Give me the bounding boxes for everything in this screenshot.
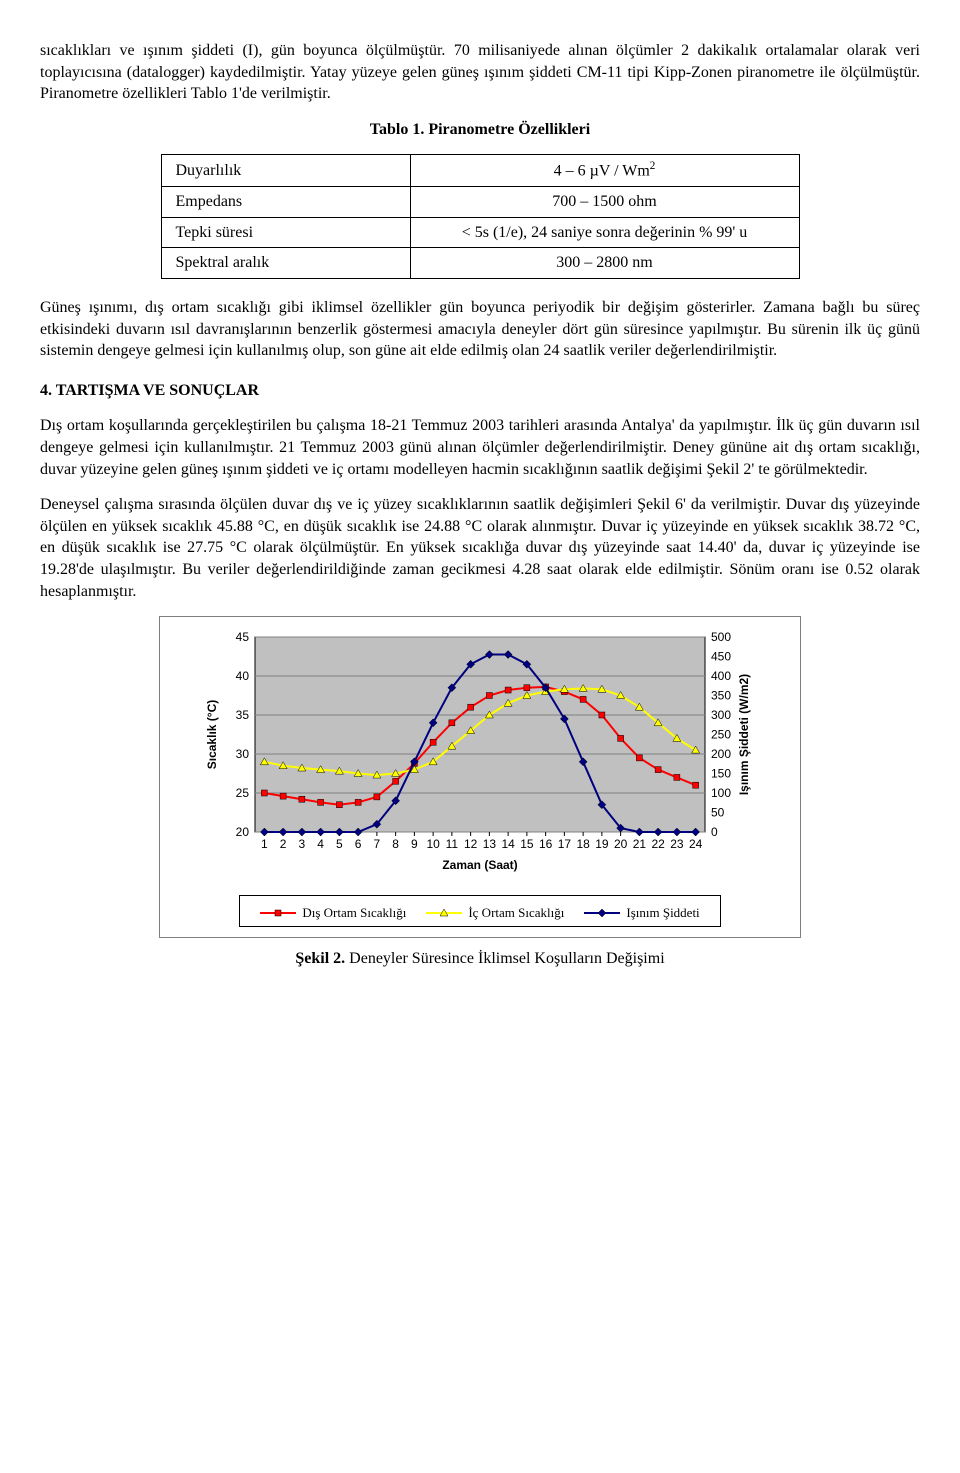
svg-text:19: 19 bbox=[595, 837, 609, 851]
svg-text:9: 9 bbox=[411, 837, 418, 851]
table-caption: Tablo 1. Piranometre Özellikleri bbox=[40, 119, 920, 141]
svg-text:7: 7 bbox=[374, 837, 381, 851]
legend-item: Işınım Şiddeti bbox=[584, 904, 699, 922]
section-heading: 4. TARTIŞMA VE SONUÇLAR bbox=[40, 380, 920, 402]
svg-text:Sıcaklık (°C): Sıcaklık (°C) bbox=[205, 700, 219, 770]
paragraph-2: Güneş ışınımı, dış ortam sıcaklığı gibi … bbox=[40, 297, 920, 362]
svg-text:450: 450 bbox=[711, 650, 731, 664]
svg-text:250: 250 bbox=[711, 728, 731, 742]
svg-text:13: 13 bbox=[483, 837, 497, 851]
svg-text:12: 12 bbox=[464, 837, 478, 851]
svg-text:10: 10 bbox=[426, 837, 440, 851]
legend-label: İç Ortam Sıcaklığı bbox=[468, 904, 564, 922]
svg-text:14: 14 bbox=[501, 837, 515, 851]
svg-text:Işınım Şiddeti (W/m2): Işınım Şiddeti (W/m2) bbox=[737, 674, 751, 795]
svg-text:11: 11 bbox=[446, 837, 459, 851]
svg-text:5: 5 bbox=[336, 837, 343, 851]
legend-item: İç Ortam Sıcaklığı bbox=[426, 904, 564, 922]
figure-caption-label: Şekil 2. bbox=[295, 950, 345, 967]
svg-text:1: 1 bbox=[261, 837, 268, 851]
svg-text:100: 100 bbox=[711, 786, 731, 800]
table-row-label: Spektral aralık bbox=[161, 248, 410, 279]
svg-text:8: 8 bbox=[392, 837, 399, 851]
svg-text:50: 50 bbox=[711, 806, 725, 820]
chart-container: 2025303540450501001502002503003504004505… bbox=[159, 616, 801, 938]
table-row-label: Tepki süresi bbox=[161, 217, 410, 248]
svg-text:40: 40 bbox=[236, 669, 250, 683]
svg-text:23: 23 bbox=[670, 837, 684, 851]
paragraph-3: Dış ortam koşullarında gerçekleştirilen … bbox=[40, 415, 920, 480]
table-row-value: 300 – 2800 nm bbox=[410, 248, 799, 279]
svg-text:3: 3 bbox=[299, 837, 306, 851]
svg-text:0: 0 bbox=[711, 825, 718, 839]
svg-text:21: 21 bbox=[633, 837, 647, 851]
legend-item: Dış Ortam Sıcaklığı bbox=[260, 904, 406, 922]
svg-text:35: 35 bbox=[236, 708, 250, 722]
legend-label: Dış Ortam Sıcaklığı bbox=[302, 904, 406, 922]
svg-text:20: 20 bbox=[236, 825, 250, 839]
intro-paragraph: sıcaklıkları ve ışınım şiddeti (I), gün … bbox=[40, 40, 920, 105]
svg-text:24: 24 bbox=[689, 837, 703, 851]
svg-text:350: 350 bbox=[711, 689, 731, 703]
svg-text:400: 400 bbox=[711, 669, 731, 683]
table-row-value: 700 – 1500 ohm bbox=[410, 187, 799, 218]
svg-text:4: 4 bbox=[317, 837, 324, 851]
table-row-value: 4 – 6 µV / Wm2 bbox=[410, 155, 799, 187]
svg-text:25: 25 bbox=[236, 786, 250, 800]
svg-text:500: 500 bbox=[711, 630, 731, 644]
svg-text:22: 22 bbox=[651, 837, 665, 851]
svg-text:30: 30 bbox=[236, 747, 250, 761]
paragraph-4: Deneysel çalışma sırasında ölçülen duvar… bbox=[40, 494, 920, 602]
svg-text:15: 15 bbox=[520, 837, 534, 851]
svg-text:200: 200 bbox=[711, 747, 731, 761]
svg-text:6: 6 bbox=[355, 837, 362, 851]
climate-chart: 2025303540450501001502002503003504004505… bbox=[200, 627, 760, 887]
figure-caption-text: Deneyler Süresince İklimsel Koşulların D… bbox=[345, 950, 664, 967]
svg-text:150: 150 bbox=[711, 767, 731, 781]
svg-text:300: 300 bbox=[711, 708, 731, 722]
svg-text:18: 18 bbox=[576, 837, 590, 851]
chart-legend: Dış Ortam Sıcaklığı İç Ortam Sıcaklığı Işı… bbox=[239, 895, 720, 927]
svg-text:2: 2 bbox=[280, 837, 287, 851]
table-row-label: Empedans bbox=[161, 187, 410, 218]
table-row-value: < 5s (1/e), 24 saniye sonra değerinin % … bbox=[410, 217, 799, 248]
table-row-label: Duyarlılık bbox=[161, 155, 410, 187]
svg-text:20: 20 bbox=[614, 837, 628, 851]
legend-label: Işınım Şiddeti bbox=[626, 904, 699, 922]
svg-text:16: 16 bbox=[539, 837, 553, 851]
svg-text:Zaman (Saat): Zaman (Saat) bbox=[442, 858, 517, 872]
figure-caption: Şekil 2. Deneyler Süresince İklimsel Koş… bbox=[40, 948, 920, 970]
svg-text:45: 45 bbox=[236, 630, 250, 644]
pyranometer-table: Duyarlılık4 – 6 µV / Wm2Empedans700 – 15… bbox=[161, 154, 800, 279]
svg-text:17: 17 bbox=[558, 837, 572, 851]
